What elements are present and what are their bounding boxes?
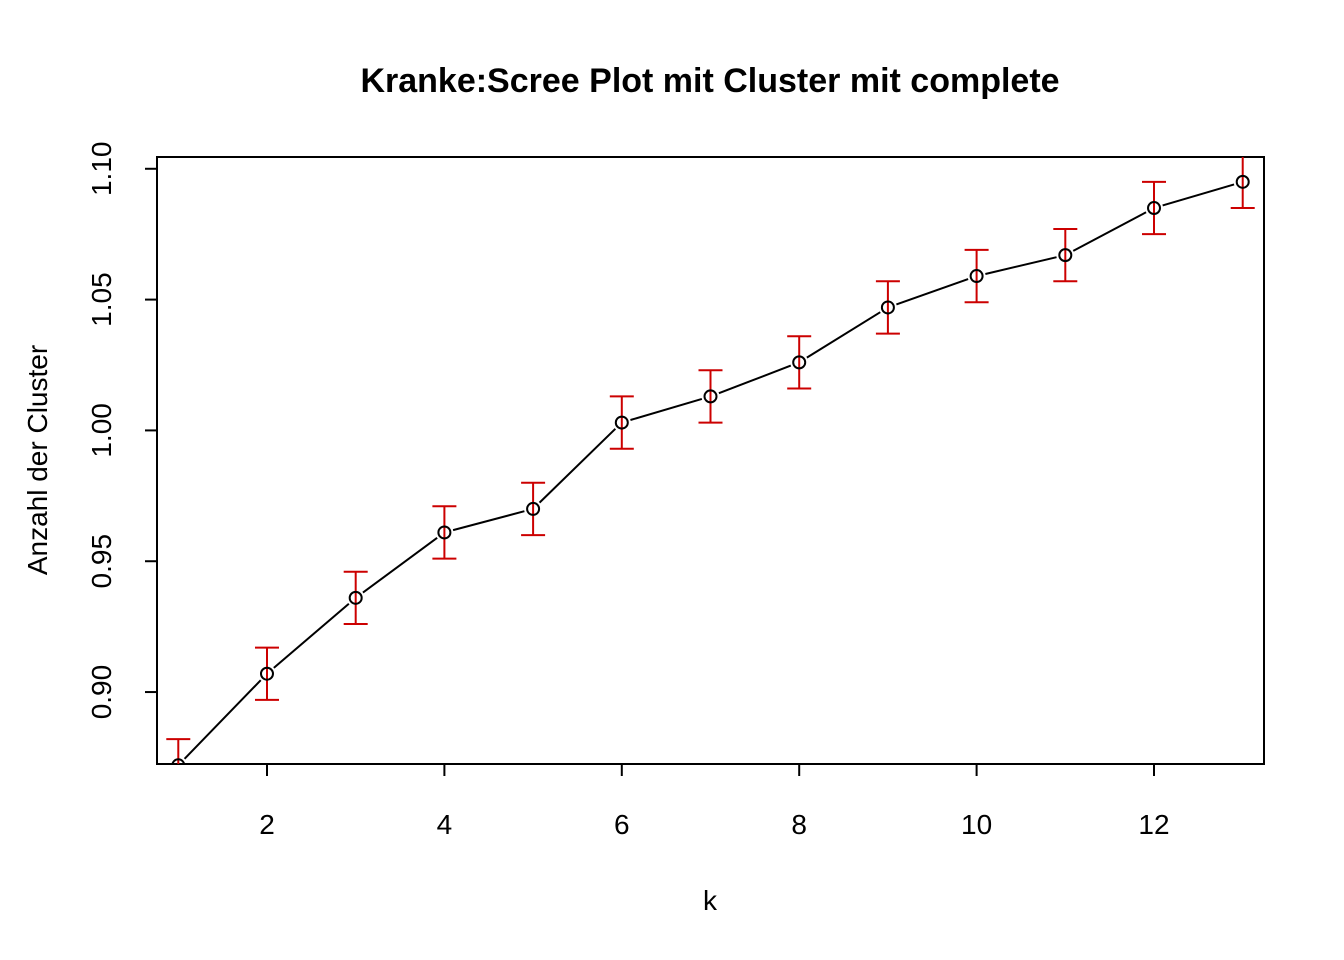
- data-point: [348, 590, 363, 605]
- x-tick-label: 4: [437, 809, 453, 840]
- y-axis: 0.90 0.95 1.00 1.05 1.10: [86, 142, 158, 720]
- error-bar: [964, 248, 989, 304]
- y-tick-label: 1.05: [86, 272, 117, 327]
- series-line-segment: [896, 278, 969, 306]
- data-point: [703, 389, 718, 404]
- y-tick-label: 0.90: [86, 665, 117, 720]
- data-point: [792, 355, 807, 370]
- series-line-segment: [718, 364, 792, 395]
- data-point: [171, 758, 186, 764]
- series-line-segment: [1072, 211, 1147, 252]
- x-axis-label: k: [703, 885, 718, 916]
- error-bar: [875, 280, 900, 335]
- series-line-segment: [183, 679, 262, 760]
- data-point: [259, 666, 274, 681]
- error-bar: [166, 738, 191, 764]
- series-line-segment: [538, 428, 617, 504]
- y-tick-label: 1.00: [86, 403, 117, 458]
- series-line-segment: [362, 536, 438, 594]
- x-tick-label: 6: [614, 809, 630, 840]
- error-bar: [1142, 180, 1167, 236]
- series-line-segment: [806, 311, 881, 359]
- error-bar: [521, 481, 546, 537]
- y-tick-label: 1.10: [86, 142, 117, 197]
- error-bar: [698, 369, 723, 424]
- error-bar: [254, 646, 279, 701]
- error-bar: [1053, 227, 1078, 283]
- data-point: [437, 525, 452, 540]
- x-axis: 2 4 6 8 10 12: [259, 763, 1170, 840]
- chart-title: Kranke:Scree Plot mit Cluster mit comple…: [360, 62, 1059, 100]
- data-point: [880, 300, 895, 315]
- data-point: [1235, 174, 1250, 189]
- x-tick-label: 12: [1138, 809, 1169, 840]
- plot-area: [166, 157, 1255, 764]
- x-tick-label: 8: [791, 809, 807, 840]
- data-point: [1058, 248, 1073, 263]
- series-line-segment: [630, 397, 703, 421]
- series-line-segment: [273, 602, 350, 669]
- error-bar: [343, 570, 368, 626]
- plot-frame: [156, 156, 1265, 765]
- error-bar: [1230, 157, 1255, 210]
- y-axis-label: Anzahl der Cluster: [22, 345, 53, 575]
- y-tick-label: 0.95: [86, 534, 117, 589]
- error-bar: [432, 505, 457, 560]
- error-bar: [787, 335, 812, 390]
- series-line-segment: [985, 256, 1057, 275]
- x-tick-label: 2: [259, 809, 275, 840]
- series-line-segment: [452, 510, 525, 532]
- error-bar: [609, 395, 634, 450]
- data-point: [614, 415, 629, 430]
- x-tick-label: 10: [961, 809, 992, 840]
- data-point: [526, 501, 541, 516]
- series-line-segment: [1162, 183, 1235, 207]
- data-point: [1147, 201, 1162, 216]
- data-point: [969, 269, 984, 284]
